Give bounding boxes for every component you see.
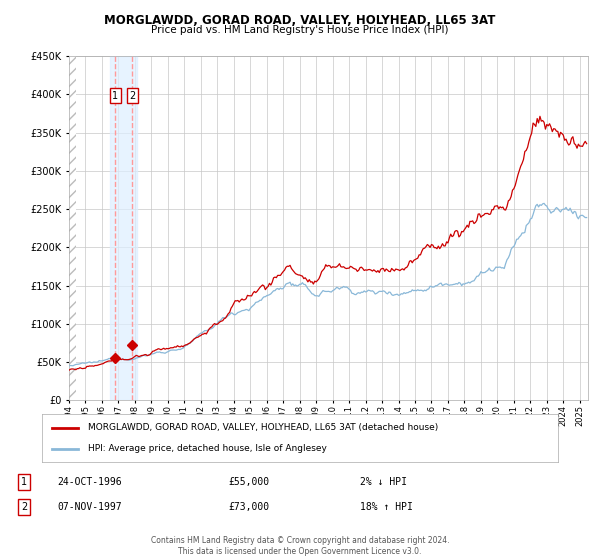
Text: £55,000: £55,000 [228, 477, 269, 487]
Text: MORGLAWDD, GORAD ROAD, VALLEY, HOLYHEAD, LL65 3AT (detached house): MORGLAWDD, GORAD ROAD, VALLEY, HOLYHEAD,… [88, 423, 439, 432]
Text: 2: 2 [21, 502, 27, 512]
Text: £73,000: £73,000 [228, 502, 269, 512]
Text: Price paid vs. HM Land Registry's House Price Index (HPI): Price paid vs. HM Land Registry's House … [151, 25, 449, 35]
Text: Contains HM Land Registry data © Crown copyright and database right 2024.
This d: Contains HM Land Registry data © Crown c… [151, 536, 449, 556]
Text: 2% ↓ HPI: 2% ↓ HPI [360, 477, 407, 487]
Text: 24-OCT-1996: 24-OCT-1996 [57, 477, 122, 487]
Text: 2: 2 [130, 91, 136, 101]
Text: 07-NOV-1997: 07-NOV-1997 [57, 502, 122, 512]
Bar [69, 56, 76, 400]
Text: 1: 1 [112, 91, 119, 101]
Text: MORGLAWDD, GORAD ROAD, VALLEY, HOLYHEAD, LL65 3AT: MORGLAWDD, GORAD ROAD, VALLEY, HOLYHEAD,… [104, 14, 496, 27]
Text: 18% ↑ HPI: 18% ↑ HPI [360, 502, 413, 512]
Text: HPI: Average price, detached house, Isle of Anglesey: HPI: Average price, detached house, Isle… [88, 444, 328, 453]
Bar [110, 56, 137, 400]
Text: 1: 1 [21, 477, 27, 487]
